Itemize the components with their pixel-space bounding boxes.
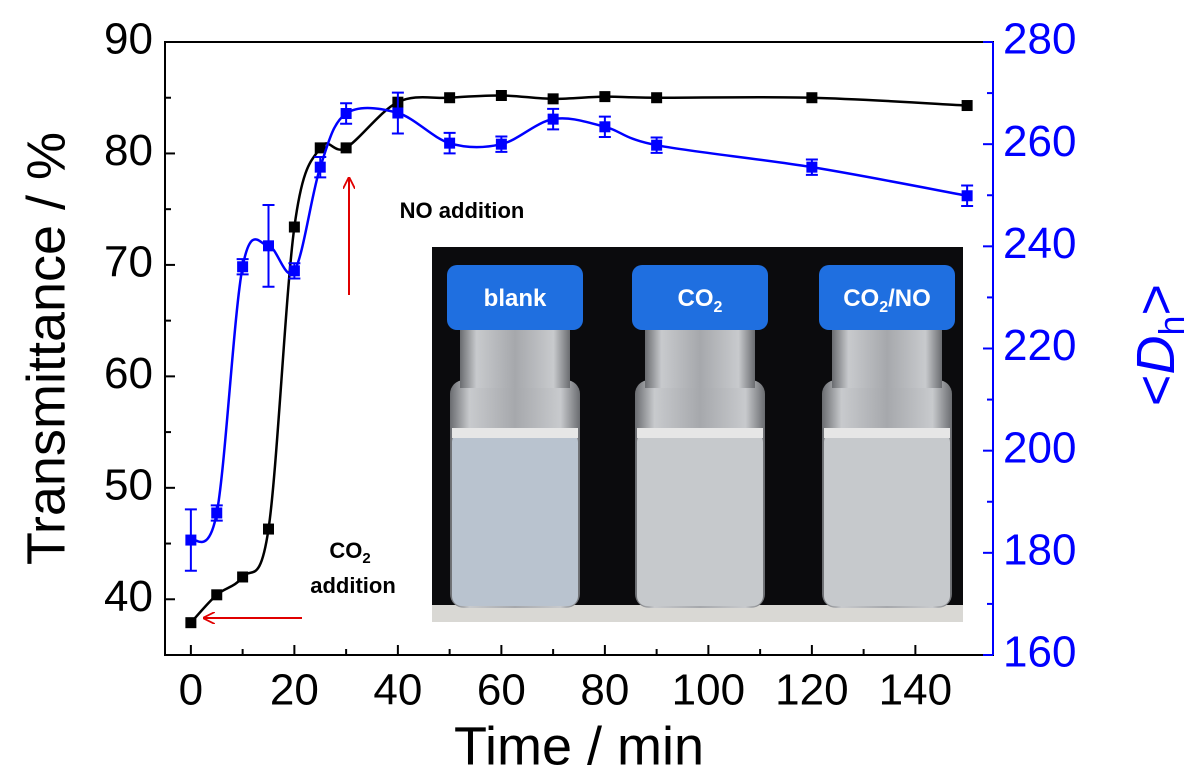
y2-axis-title: <Dh> (1126, 284, 1191, 406)
annotation: addition (310, 573, 396, 598)
vial-neck (645, 330, 755, 388)
marker (211, 589, 222, 600)
y2-tick-label: 180 (1003, 525, 1076, 574)
label-text: CO (843, 285, 879, 312)
marker (392, 108, 403, 119)
marker (263, 240, 274, 251)
y2-title-sub: h (1151, 315, 1192, 335)
y2-title-main: D (1126, 336, 1186, 375)
meniscus (452, 428, 578, 438)
marker (315, 162, 326, 173)
marker (341, 108, 352, 119)
marker (548, 93, 559, 104)
meniscus (637, 428, 763, 438)
y2-tick-label: 260 (1003, 117, 1076, 166)
x-tick-label: 0 (179, 666, 203, 715)
marker (289, 265, 300, 276)
y2-tick-label: 200 (1003, 423, 1076, 472)
liquid (452, 432, 578, 606)
vial-label: blank (484, 285, 547, 312)
marker (211, 507, 222, 518)
y-tick-label: 60 (104, 349, 153, 398)
annotation: NO addition (400, 198, 525, 223)
vial-neck (460, 330, 570, 388)
annotation-sub: 2 (362, 550, 370, 567)
vial-neck (832, 330, 942, 388)
liquid (637, 432, 763, 606)
marker (237, 261, 248, 272)
y2-tick-label: 160 (1003, 628, 1076, 677)
annotation-text: addition (310, 573, 396, 598)
marker (263, 524, 274, 535)
y-axis-title: Transmittance / % (16, 132, 76, 565)
y2-title-close: > (1126, 284, 1186, 316)
marker (496, 90, 507, 101)
marker (185, 617, 196, 628)
y-tick-label: 90 (104, 15, 153, 64)
label-sub: 2 (714, 299, 723, 316)
y-tick-label: 80 (104, 126, 153, 175)
marker (651, 140, 662, 151)
y2-tick-label: 220 (1003, 321, 1076, 370)
marker (548, 114, 559, 125)
y2-title-open: < (1126, 375, 1186, 407)
x-tick-label: 20 (270, 666, 319, 715)
chart: blankCO2CO2/NO 0204060801001201404050607… (0, 0, 1195, 782)
marker (444, 92, 455, 103)
marker (806, 92, 817, 103)
marker (599, 91, 610, 102)
marker (962, 190, 973, 201)
marker (341, 142, 352, 153)
label-tail: /NO (888, 285, 931, 312)
x-tick-label: 140 (879, 666, 952, 715)
liquid (824, 432, 950, 606)
marker (496, 139, 507, 150)
x-tick-label: 100 (672, 666, 745, 715)
marker (806, 162, 817, 173)
y2-tick-label: 280 (1003, 15, 1076, 64)
x-tick-label: 40 (373, 666, 422, 715)
x-tick-label: 120 (775, 666, 848, 715)
x-tick-label: 80 (580, 666, 629, 715)
y2-tick-label: 240 (1003, 219, 1076, 268)
marker (237, 571, 248, 582)
label-text: blank (484, 285, 547, 312)
marker (599, 121, 610, 132)
x-axis-title: Time / min (454, 716, 704, 776)
y-tick-label: 50 (104, 460, 153, 509)
annotation: CO2 (329, 538, 370, 567)
annotation-text: NO addition (400, 198, 525, 223)
annotation-text: CO (329, 538, 362, 563)
marker (289, 222, 300, 233)
marker (444, 138, 455, 149)
x-tick-label: 60 (477, 666, 526, 715)
marker (962, 100, 973, 111)
meniscus (824, 428, 950, 438)
marker (651, 92, 662, 103)
label-sub: 2 (879, 299, 888, 316)
y-tick-label: 70 (104, 238, 153, 287)
cap (819, 265, 955, 330)
label-text: CO (678, 285, 714, 312)
marker (185, 535, 196, 546)
y-tick-label: 40 (104, 572, 153, 621)
